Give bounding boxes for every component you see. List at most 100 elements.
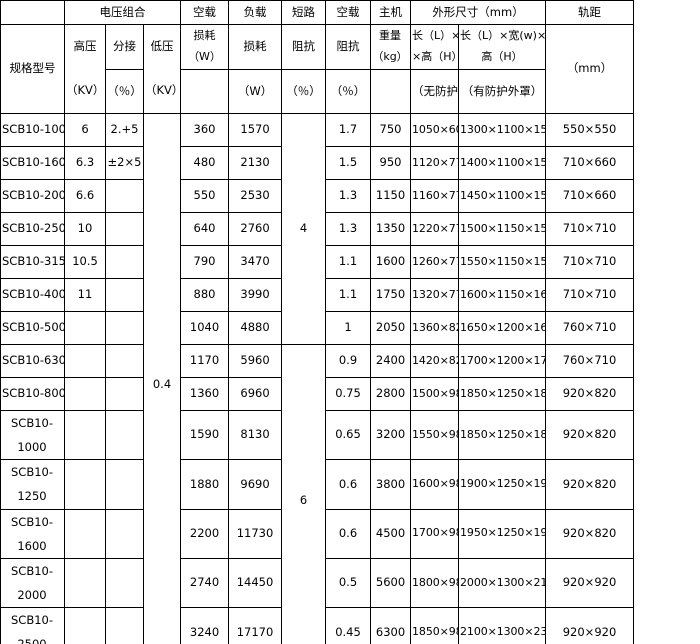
cell-no-load-impedance: 1 (325, 311, 372, 345)
cell-dim-with-cover: 1550×1150×1550 (458, 245, 547, 279)
cell-dim-no-cover: 1850×980×1900 (410, 607, 460, 644)
header-low-voltage: 低压 (142, 24, 182, 70)
cell-tap (105, 212, 144, 246)
cell-tap (105, 409, 144, 461)
header-low-voltage-unit: （KV） (142, 69, 182, 114)
header-short-impedance-unit: （％） (281, 69, 327, 114)
header-no-load-loss-text: 损耗 (193, 29, 216, 43)
header-gauge-unit: （mm） (545, 24, 635, 114)
cell-no-load-loss: 880 (180, 278, 230, 312)
cell-load-loss: 8130 (228, 409, 283, 461)
cell-gauge: 710×660 (545, 146, 635, 180)
cell-no-load-loss: 480 (180, 146, 230, 180)
cell-model-line: 1250 (17, 489, 47, 504)
header-load-loss-unit: （W） (228, 69, 283, 114)
cell-no-load-impedance: 0.9 (325, 344, 372, 378)
cell-load-loss: 17170 (228, 607, 283, 644)
cell-tap (105, 179, 144, 213)
header-dim-no-cover-line1: 长（L）×宽(w) (412, 29, 458, 43)
cell-gauge: 710×710 (545, 245, 635, 279)
cell-short-impedance-group-1: 4 (281, 113, 327, 345)
cell-no-load-impedance: 0.45 (325, 607, 372, 644)
cell-tap (105, 278, 144, 312)
cell-no-load-impedance: 1.3 (325, 179, 372, 213)
header-model-label: 规格型号 (0, 24, 65, 114)
cell-gauge: 920×820 (545, 377, 635, 411)
cell-dim-no-cover: 1120×770×1100 (410, 146, 460, 180)
cell-model-line: SCB10- (10, 416, 53, 430)
cell-high-voltage (64, 409, 106, 461)
header-tap: 分接 (105, 24, 144, 70)
cell-high-voltage (64, 344, 106, 378)
cell-model-line: 1600 (17, 538, 47, 553)
cell-model: SCB10-160 (0, 146, 65, 180)
cell-gauge: 920×820 (545, 459, 635, 510)
cell-model-line: 2500 (2, 632, 64, 644)
cell-model: SCB10-315 (0, 245, 65, 279)
cell-model: SCB10- 1250 (0, 459, 65, 510)
cell-load-loss: 3990 (228, 278, 283, 312)
cell-no-load-loss: 2740 (180, 557, 230, 609)
header-weight-unit: （kg） (372, 50, 408, 63)
cell-weight: 750 (370, 113, 412, 147)
header-load-loss: 损耗 (228, 24, 283, 70)
header-sub-row-b: （KV） （％） （KV） （W） （％） （％） （无防护外罩） （有防护外罩… (1, 69, 700, 114)
cell-weight: 3200 (370, 409, 412, 461)
header-group-short-circuit: 短路 (281, 0, 327, 25)
cell-weight: 1600 (370, 245, 412, 279)
cell-no-load-impedance: 0.6 (325, 508, 372, 559)
cell-no-load-loss: 1360 (180, 377, 230, 411)
cell-tap (105, 377, 144, 411)
cell-no-load-loss: 1880 (180, 459, 230, 510)
cell-dim-with-cover: 2100×1300×2300 (458, 607, 547, 644)
cell-model: SCB10-500 (0, 311, 65, 345)
cell-dim-no-cover: 1700×980×1700 (410, 508, 460, 559)
header-no-load-loss: 损耗 （W） (180, 24, 230, 70)
cell-dim-with-cover: 1300×1100×1500 (458, 113, 547, 147)
header-no-load-impedance: 阻抗 (325, 24, 372, 70)
cell-dim-no-cover: 1320×770×1300 (410, 278, 460, 312)
cell-tap (105, 311, 144, 345)
cell-load-loss: 3470 (228, 245, 283, 279)
header-group-row: 电压组合 空载 负载 短路 空载 主机 外形尺寸（mm） 轨距 (0, 0, 700, 25)
header-corner-blank (0, 0, 65, 25)
cell-dim-with-cover: 1700×1200×1700 (458, 344, 547, 378)
cell-weight: 2050 (370, 311, 412, 345)
cell-gauge: 710×710 (545, 212, 635, 246)
header-weight: 重量 （kg） (370, 24, 412, 70)
cell-model: SCB10- 1600 (0, 508, 65, 559)
cell-model: SCB10- 2000 (0, 557, 65, 609)
cell-model-line: 2000 (17, 587, 47, 602)
cell-high-voltage (64, 311, 106, 345)
cell-no-load-impedance: 0.65 (325, 409, 372, 461)
cell-no-load-impedance: 1.1 (325, 278, 372, 312)
cell-weight: 1750 (370, 278, 412, 312)
cell-weight: 5600 (370, 557, 412, 609)
cell-model: SCB10-250 (0, 212, 65, 246)
cell-model-line: SCB10- (10, 613, 53, 628)
cell-dim-no-cover: 1600×980×1650 (410, 459, 460, 510)
cell-gauge: 920×820 (545, 508, 635, 559)
cell-dim-no-cover: 1360×820×1350 (410, 311, 460, 345)
cell-gauge: 710×710 (545, 278, 635, 312)
cell-dim-no-cover: 1220×770×1200 (410, 212, 460, 246)
header-short-impedance: 阻抗 (281, 24, 327, 70)
table-row: SCB10-6301170596060.924001420×820×140017… (0, 343, 700, 644)
cell-weight: 2800 (370, 377, 412, 411)
cell-gauge: 920×820 (545, 409, 635, 461)
header-dim-no-cover-note: （无防护外罩） (410, 69, 460, 114)
cell-gauge: 760×710 (545, 311, 635, 345)
cell-weight: 950 (370, 146, 412, 180)
cell-tap: 2.+5 (105, 113, 144, 147)
cell-no-load-loss: 360 (180, 113, 230, 147)
cell-load-loss: 2530 (228, 179, 283, 213)
cell-high-voltage (64, 508, 106, 559)
cell-no-load-impedance: 1.5 (325, 146, 372, 180)
header-group-main-unit: 主机 (370, 0, 412, 25)
header-high-voltage: 高压 (64, 24, 106, 70)
